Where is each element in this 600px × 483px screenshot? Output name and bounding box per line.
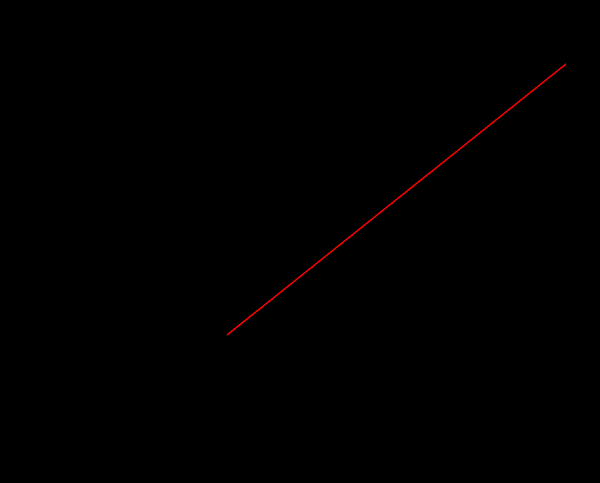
red-reference-line — [226, 63, 567, 336]
